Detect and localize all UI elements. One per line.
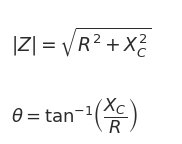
Text: $\theta = \tan^{-1}\!\left(\dfrac{X_C}{R}\right)$: $\theta = \tan^{-1}\!\left(\dfrac{X_C}{R… xyxy=(11,96,138,135)
Text: $|Z| = \sqrt{R^2 + X_C^2}$: $|Z| = \sqrt{R^2 + X_C^2}$ xyxy=(11,26,151,60)
